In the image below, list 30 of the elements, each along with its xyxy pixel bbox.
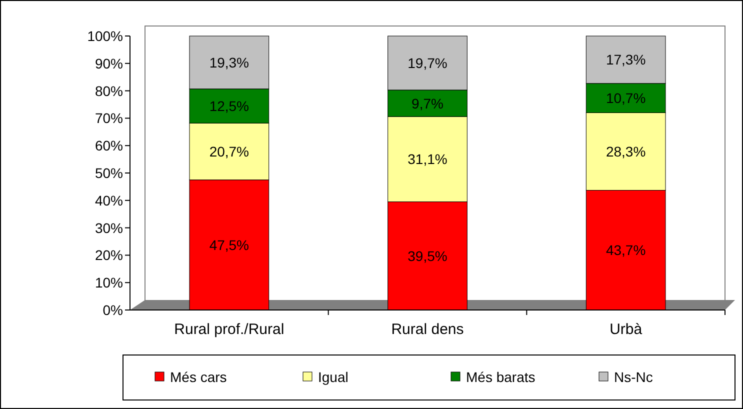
legend-label: Ns-Nc xyxy=(614,369,653,385)
data-label: 43,7% xyxy=(606,242,646,258)
y-tick-label: 70% xyxy=(94,110,123,126)
data-label: 19,3% xyxy=(209,54,250,70)
x-tick-label: Rural prof./Rural xyxy=(174,321,284,338)
y-tick-label: 30% xyxy=(94,220,123,236)
data-label: 31,1% xyxy=(408,151,448,168)
data-label: 47,5% xyxy=(209,236,250,253)
data-label: 10,7% xyxy=(606,90,646,106)
y-tick-label: 20% xyxy=(94,247,123,264)
legend-label: Més barats xyxy=(466,369,536,385)
data-label: 20,7% xyxy=(209,143,250,160)
data-label: 12,5% xyxy=(209,98,250,114)
legend-label: Més cars xyxy=(170,369,227,385)
y-tick-label: 50% xyxy=(94,165,123,181)
y-tick-label: 100% xyxy=(87,28,123,44)
y-tick-label: 60% xyxy=(94,138,123,154)
x-tick-label: Urbà xyxy=(610,321,643,338)
y-tick-label: 10% xyxy=(94,274,123,291)
y-tick-label: 90% xyxy=(94,55,123,72)
data-label: 9,7% xyxy=(412,95,444,112)
data-label: 17,3% xyxy=(606,52,646,68)
y-tick-label: 0% xyxy=(102,302,123,318)
data-label: 39,5% xyxy=(408,248,448,264)
x-tick-label: Rural dens xyxy=(391,321,464,338)
legend-label: Igual xyxy=(318,369,348,385)
y-tick-label: 40% xyxy=(94,192,123,208)
data-label: 28,3% xyxy=(606,143,646,160)
y-tick-label: 80% xyxy=(94,82,123,99)
data-label: 19,7% xyxy=(408,54,448,71)
